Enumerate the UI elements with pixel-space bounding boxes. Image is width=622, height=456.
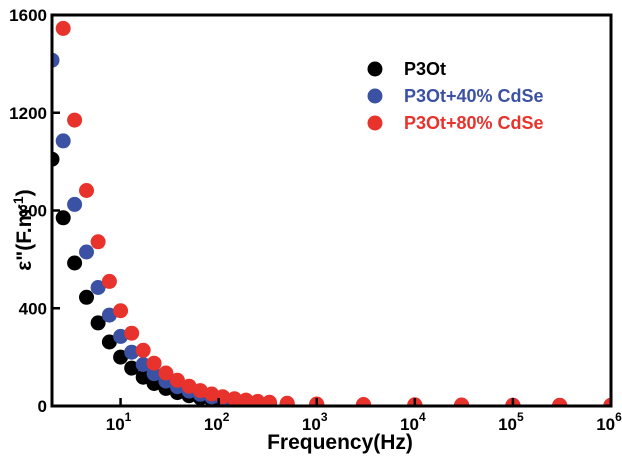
x-tick-label-base-2: 10 [302,415,321,434]
x-tick-label-3: 104 [400,410,426,434]
y-tick-label-3: 1200 [9,104,47,123]
series-2-point-12 [192,383,208,399]
series-1-point-4 [90,280,106,295]
y-tick-label-1: 400 [19,299,47,318]
series-2-point-21 [356,397,371,406]
series-1-point-8 [135,357,151,372]
series-0-point-7 [124,360,140,376]
series-0-point-4 [90,315,106,331]
y-axis-title-main: ε"(F.m [13,209,36,271]
series-2-point-5 [113,303,129,319]
series-0-point-2 [67,255,83,271]
series-2-point-4 [101,273,117,289]
legend-marker-2 [367,115,383,131]
x-tick-label-base-0: 10 [106,415,125,434]
y-tick-label-4: 1600 [9,6,47,25]
x-tick-label-exp-3: 4 [419,410,426,424]
legend-marker-1 [367,88,383,104]
series-2-point-10 [169,372,185,388]
series-2-point-7 [135,342,151,358]
x-tick-label-base-5: 10 [596,415,615,434]
series-2-point-26 [603,397,611,406]
y-axis-title-superscript: -1 [10,196,26,209]
series-1-point-7 [124,344,140,360]
x-tick-label-1: 102 [204,410,230,434]
legend-marker-0 [367,61,383,77]
legend-label-0: P3Ot [404,59,446,79]
legend-label-1: P3Ot+40% CdSe [404,86,544,106]
x-tick-label-exp-4: 5 [517,410,524,424]
x-tick-label-exp-0: 1 [125,410,132,424]
x-tick-label-0: 101 [106,410,132,434]
series-2-point-23 [454,397,470,406]
series-2-point-25 [552,397,568,406]
legend-label-2: P3Ot+80% CdSe [404,113,544,133]
series-2-point-18 [262,394,277,406]
series-2-point-0 [55,20,71,36]
x-tick-label-exp-5: 6 [615,410,622,424]
x-tick-label-exp-1: 2 [223,410,230,424]
series-2-point-16 [238,392,254,406]
x-tick-label-2: 103 [302,410,328,434]
series-2-point-6 [124,325,140,341]
x-tick-label-5: 106 [596,410,622,434]
series-2-point-1 [67,112,83,128]
series-1-point-3 [79,244,94,260]
series-2-point-9 [158,365,174,381]
series-2-point-15 [227,391,242,406]
series-2-point-17 [250,393,266,406]
series-2-point-19 [279,395,295,406]
x-tick-label-base-1: 10 [204,415,223,434]
series-0-point-0 [52,151,60,167]
y-axis-title-close: ) [13,189,36,196]
legend: P3Ot P3Ot+40% CdSe P3Ot+80% CdSe [367,59,544,133]
y-tick-label-0: 0 [38,397,47,416]
series-2-point-3 [90,234,106,250]
x-axis-title: Frequency(Hz) [267,431,413,454]
series-0-point-3 [79,289,94,305]
series-1-point-1 [55,133,71,149]
series-1-point-9 [146,366,162,382]
x-tick-label-exp-2: 3 [321,410,328,424]
x-tick-label-base-3: 10 [400,415,419,434]
series-0-point-1 [55,210,71,226]
y-tick-label-2: 800 [19,202,47,221]
x-tick-label-base-4: 10 [498,415,517,434]
x-tick-label-4: 105 [498,410,524,434]
series-2-point-8 [146,355,162,371]
axis-ticks [52,13,613,408]
series-2-point-2 [79,183,94,198]
data-points [52,20,611,406]
series-1-point-2 [67,196,83,212]
series-1-point-0 [52,52,60,68]
y-axis-title: ε"(F.m-1) [10,189,36,270]
series-0-point-5 [101,334,117,350]
